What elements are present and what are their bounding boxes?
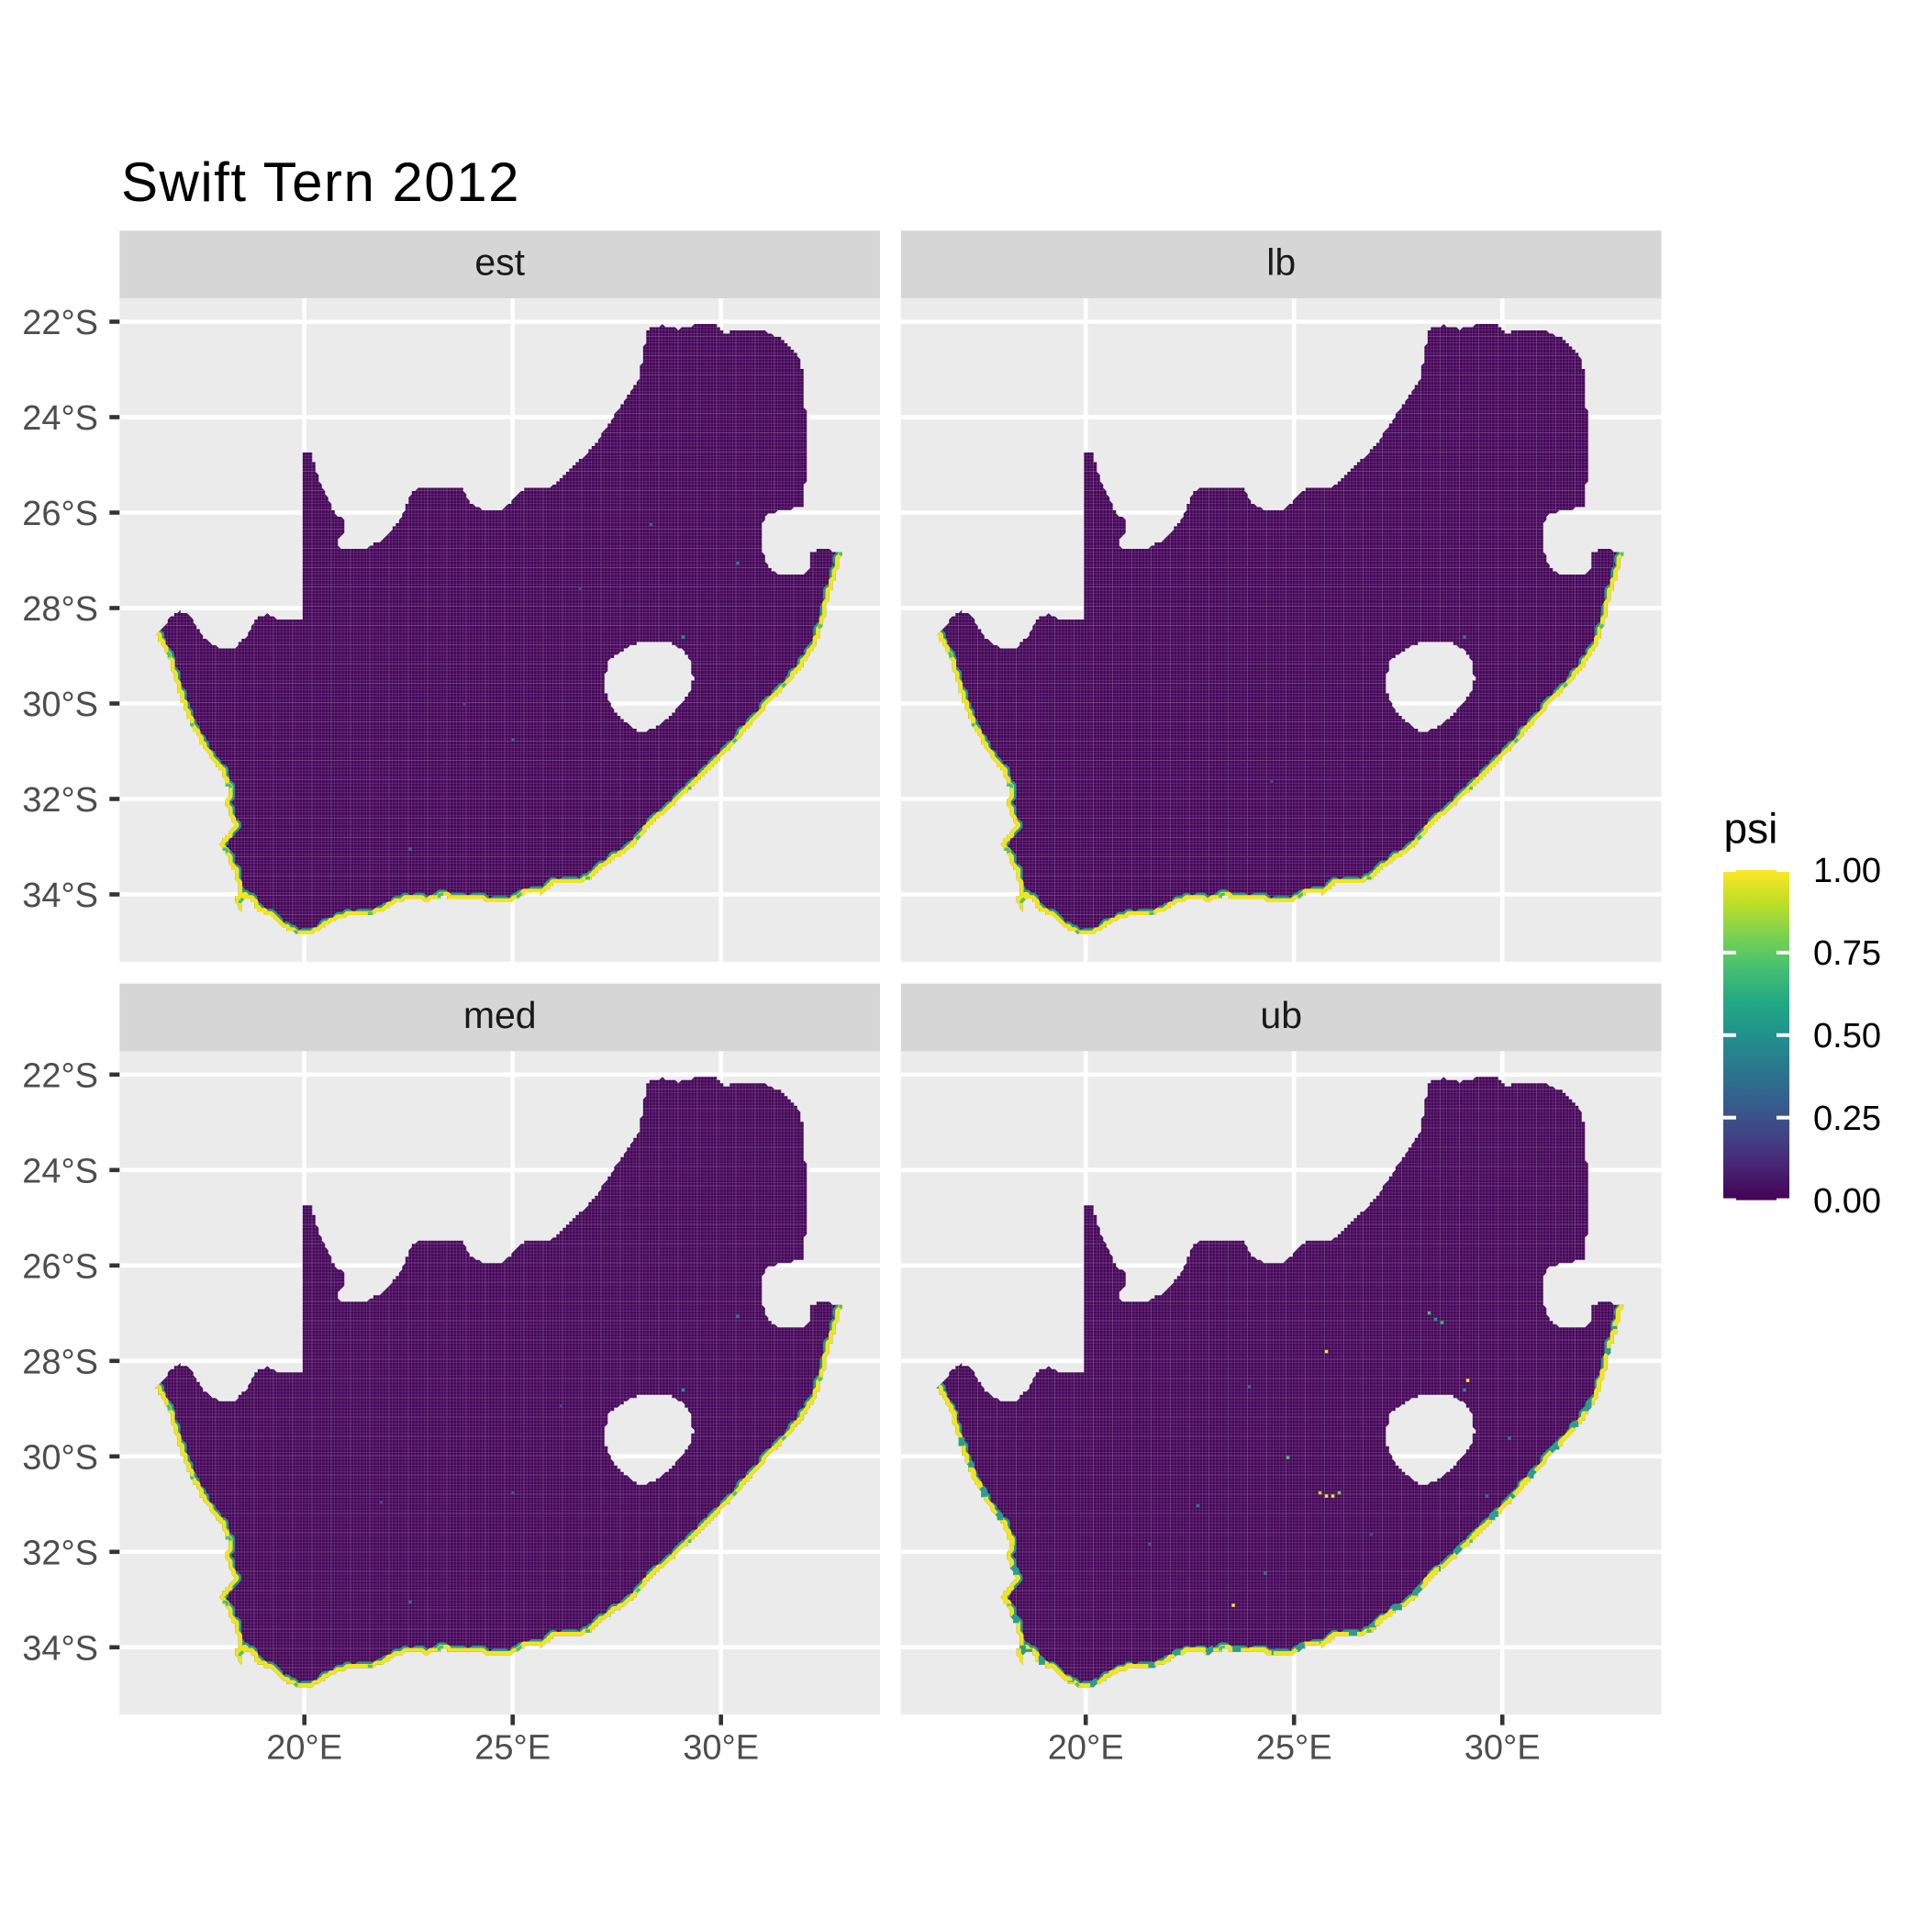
svg-text:Swift Tern 2012: Swift Tern 2012 xyxy=(121,151,520,213)
svg-text:0.50: 0.50 xyxy=(1813,1017,1881,1055)
svg-text:32°S: 32°S xyxy=(22,781,98,820)
svg-text:30°E: 30°E xyxy=(1465,1728,1541,1767)
svg-text:est: est xyxy=(474,241,525,284)
svg-text:22°S: 22°S xyxy=(22,304,98,342)
svg-text:25°E: 25°E xyxy=(1256,1728,1332,1767)
svg-text:lb: lb xyxy=(1266,241,1296,284)
svg-text:20°E: 20°E xyxy=(1048,1728,1124,1767)
svg-text:ub: ub xyxy=(1260,994,1302,1036)
svg-text:24°S: 24°S xyxy=(22,1152,98,1190)
svg-text:med: med xyxy=(463,994,537,1036)
svg-text:28°S: 28°S xyxy=(22,590,98,629)
svg-text:0.25: 0.25 xyxy=(1813,1100,1881,1138)
svg-text:26°S: 26°S xyxy=(22,495,98,533)
svg-text:26°S: 26°S xyxy=(22,1247,98,1286)
svg-text:20°E: 20°E xyxy=(266,1728,342,1767)
svg-text:30°S: 30°S xyxy=(22,686,98,724)
svg-text:22°S: 22°S xyxy=(22,1056,98,1095)
svg-text:32°S: 32°S xyxy=(22,1534,98,1572)
svg-text:24°S: 24°S xyxy=(22,399,98,438)
svg-text:30°S: 30°S xyxy=(22,1438,98,1477)
svg-text:psi: psi xyxy=(1724,804,1778,852)
svg-text:30°E: 30°E xyxy=(683,1728,759,1767)
svg-text:34°S: 34°S xyxy=(22,877,98,915)
svg-text:0.75: 0.75 xyxy=(1813,934,1881,973)
svg-text:1.00: 1.00 xyxy=(1813,852,1881,890)
svg-text:34°S: 34°S xyxy=(22,1629,98,1668)
svg-text:25°E: 25°E xyxy=(474,1728,551,1767)
svg-text:0.00: 0.00 xyxy=(1813,1182,1881,1221)
svg-text:28°S: 28°S xyxy=(22,1343,98,1381)
